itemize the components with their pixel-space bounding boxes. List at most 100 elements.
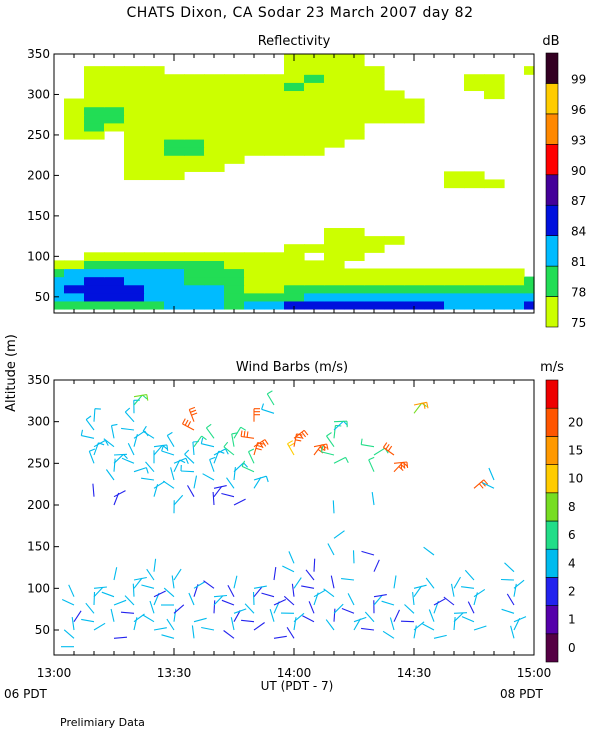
reflectivity-cell — [384, 292, 405, 302]
footer-note: Prelimiary Data — [60, 716, 145, 729]
wind-barb — [273, 599, 287, 606]
reflectivity-cell — [264, 90, 285, 100]
wind-barb — [127, 443, 135, 456]
reflectivity-cell — [164, 276, 185, 286]
reflectivity-cell — [504, 300, 525, 310]
reflectivity-cell — [284, 66, 305, 75]
reflectivity-cell — [104, 268, 125, 278]
wind-barbs — [61, 390, 527, 648]
reflectivity-cell — [64, 276, 85, 286]
reflectivity-cell — [124, 90, 145, 100]
reflectivity-cell — [464, 179, 485, 189]
wind-barb — [71, 617, 75, 631]
reflectivity-cell — [364, 82, 385, 92]
reflectivity-cell — [244, 260, 265, 270]
wind-barb-feather — [184, 419, 189, 426]
reflectivity-cell — [344, 276, 365, 286]
wind-barb — [133, 576, 147, 581]
reflectivity-cell — [344, 98, 365, 108]
reflectivity-cell — [64, 300, 85, 310]
reflectivity-cell — [224, 292, 245, 302]
reflectivity-cell — [304, 90, 325, 100]
wind-barb — [453, 612, 464, 623]
wind-barb-feather — [248, 448, 255, 453]
reflectivity-cell — [324, 252, 345, 261]
wind-barb-feather — [89, 448, 96, 452]
reflectivity-cell — [224, 300, 245, 310]
wind-barb — [93, 622, 106, 631]
reflectivity-colorbar-label: 99 — [571, 72, 586, 86]
wind-barb — [353, 618, 361, 631]
reflectivity-colorbar-label: 93 — [571, 133, 586, 147]
reflectivity-cell — [224, 147, 245, 156]
wind-barb-feather — [481, 481, 486, 487]
reflectivity-cell — [304, 268, 325, 278]
reflectivity-cell — [484, 268, 505, 278]
reflectivity-cell — [124, 155, 145, 164]
reflectivity-cell — [304, 147, 325, 156]
reflectivity-cell — [424, 300, 445, 310]
wind-barb — [153, 627, 167, 631]
wind-barb — [425, 577, 435, 589]
wind-barb — [273, 567, 277, 581]
reflectivity-cell — [384, 268, 405, 278]
reflectivity-cell — [164, 147, 185, 156]
wind-barb — [93, 586, 104, 598]
reflectivity-cell — [444, 276, 465, 286]
reflectivity-cell — [484, 82, 505, 92]
wind-barb — [203, 580, 215, 589]
wind-barb — [253, 439, 266, 448]
reflectivity-cell — [204, 138, 225, 148]
wind-barb — [313, 558, 316, 572]
reflectivity-cell — [164, 171, 185, 181]
reflectivity-cell — [204, 106, 225, 116]
wind-barb — [233, 462, 244, 473]
wind-barb — [253, 475, 267, 481]
reflectivity-cell — [224, 252, 245, 261]
wind-barb-feather — [223, 441, 229, 448]
reflectivity-cell — [224, 155, 245, 164]
wind-barb — [305, 569, 315, 581]
reflectivity-cell — [384, 284, 405, 294]
wind-barb — [293, 617, 297, 631]
reflectivity-cell — [244, 90, 265, 100]
reflectivity-cell — [404, 106, 425, 116]
wind-barb — [413, 402, 423, 414]
reflectivity-cell — [344, 122, 365, 132]
reflectivity-cell — [124, 171, 145, 181]
reflectivity-cell — [144, 252, 165, 261]
reflectivity-cell — [54, 284, 65, 294]
wind-barb — [513, 616, 527, 623]
wind-barb — [373, 559, 380, 572]
wind-barb — [283, 595, 295, 606]
wind-barb-feather — [299, 433, 304, 440]
wind-colorbar-swatch — [545, 379, 559, 409]
wind-barb — [113, 599, 127, 606]
reflectivity-cell — [404, 114, 425, 124]
reflectivity-cell — [424, 292, 445, 302]
reflectivity-cell — [184, 147, 205, 156]
reflectivity-colorbar-label: 87 — [571, 194, 586, 208]
wind-barb-feather — [326, 443, 329, 450]
reflectivity-cell — [344, 252, 365, 261]
wind-barb-feather — [345, 457, 349, 464]
reflectivity-cell — [144, 284, 165, 294]
wind-barb — [103, 438, 115, 448]
wind-barb — [133, 617, 138, 631]
wind-barb — [488, 467, 495, 481]
wind-barb — [413, 625, 417, 639]
wind-barb — [223, 446, 235, 456]
reflectivity-cell — [244, 82, 265, 92]
reflectivity-cell — [344, 268, 365, 278]
reflectivity-cell — [344, 82, 365, 92]
wind-barb — [213, 448, 226, 456]
reflectivity-cell — [264, 300, 285, 310]
wind-barb — [333, 530, 345, 539]
reflectivity-cell — [344, 284, 365, 294]
reflectivity-cell — [124, 163, 145, 172]
wind-barb — [202, 473, 215, 481]
reflectivity-cell — [304, 106, 325, 116]
wind-barb — [173, 568, 182, 581]
wind-barb — [461, 616, 475, 623]
wind-barb — [184, 453, 195, 464]
